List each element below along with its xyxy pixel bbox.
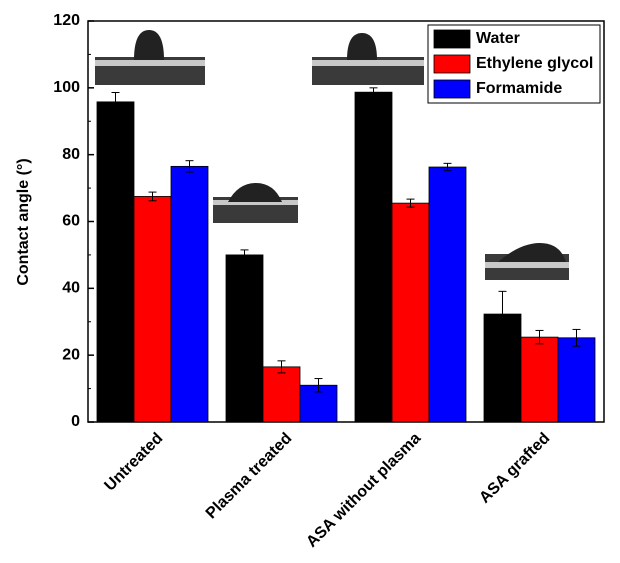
bar xyxy=(428,166,467,423)
y-tick-label: 120 xyxy=(53,12,80,29)
legend-swatch xyxy=(433,29,471,49)
y-tick-label: 40 xyxy=(62,280,80,297)
bar xyxy=(354,91,393,423)
bar xyxy=(96,101,135,423)
y-tick-label: 60 xyxy=(62,213,80,230)
error-bar xyxy=(406,198,415,208)
y-tick-label: 100 xyxy=(53,79,80,96)
legend-swatch xyxy=(433,54,471,74)
error-bar xyxy=(148,191,157,202)
error-bar xyxy=(314,378,323,393)
bar xyxy=(520,336,559,423)
error-bar xyxy=(443,162,452,172)
x-tick-label: ASA without plasma xyxy=(303,430,424,551)
y-tick-label: 80 xyxy=(62,146,80,163)
error-bar xyxy=(240,249,249,261)
bar xyxy=(225,254,264,423)
legend-label: Formamide xyxy=(476,80,562,97)
error-bar xyxy=(535,329,544,345)
x-tick-label: Plasma treated xyxy=(203,430,296,523)
droplet-image xyxy=(213,183,298,223)
bar xyxy=(133,196,172,423)
error-bar xyxy=(111,92,120,112)
bar xyxy=(391,202,430,423)
droplet-image xyxy=(485,243,569,280)
y-tick-label: 20 xyxy=(62,346,80,363)
x-tick-label: Untreated xyxy=(101,430,166,495)
error-bar xyxy=(498,290,507,338)
droplet-image xyxy=(312,33,424,85)
bar xyxy=(557,337,596,423)
bar xyxy=(170,165,209,423)
legend-label: Ethylene glycol xyxy=(476,55,593,72)
legend-label: Water xyxy=(476,30,520,47)
error-bar xyxy=(369,87,378,98)
bar xyxy=(262,366,301,423)
error-bar xyxy=(185,160,194,173)
legend-swatch xyxy=(433,79,471,99)
error-bar xyxy=(572,328,581,347)
x-tick-label: ASA grafted xyxy=(476,430,553,507)
y-axis-title: Contact angle (°) xyxy=(15,158,32,285)
y-tick-label: 0 xyxy=(71,413,80,430)
droplet-image xyxy=(95,30,205,85)
error-bar xyxy=(277,360,286,374)
